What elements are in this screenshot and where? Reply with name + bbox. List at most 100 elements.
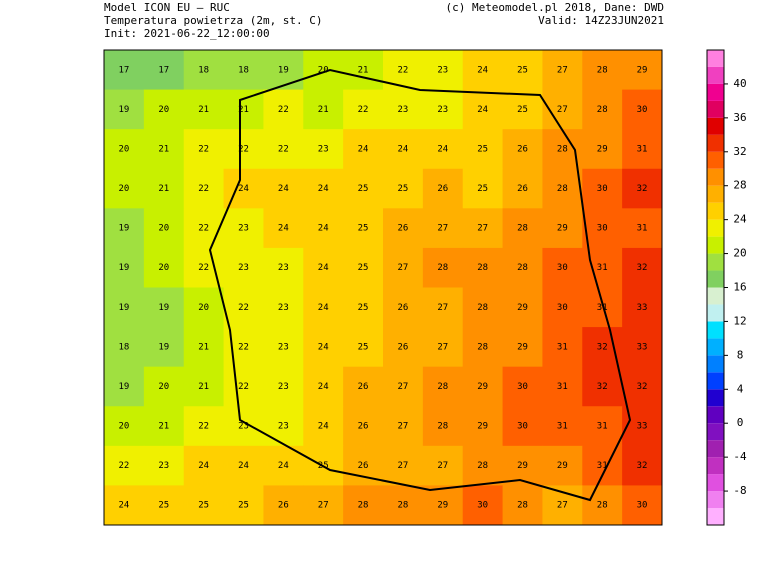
temperature-value: 24 <box>318 303 329 313</box>
temperature-cell <box>143 287 185 328</box>
temperature-cell <box>462 129 504 170</box>
temperature-cell <box>263 129 304 170</box>
temperature-cell <box>502 247 543 288</box>
temperature-cell <box>462 208 504 249</box>
temperature-cell <box>622 445 663 486</box>
colorbar-swatch <box>707 491 724 509</box>
temperature-value: 28 <box>437 422 448 432</box>
temperature-cell <box>263 247 304 288</box>
colorbar-swatch <box>707 457 724 475</box>
temperature-cell <box>582 208 623 249</box>
colorbar-swatch <box>707 406 724 424</box>
temperature-value: 24 <box>318 263 329 273</box>
temperature-cell <box>542 287 583 328</box>
temperature-value: 32 <box>637 263 648 273</box>
temperature-value: 24 <box>318 342 329 352</box>
temperature-cell <box>622 208 663 249</box>
temperature-value: 23 <box>278 382 289 392</box>
colorbar-swatch <box>707 338 724 356</box>
temperature-value: 25 <box>358 224 369 234</box>
temperature-value: 21 <box>158 184 169 194</box>
temperature-cell <box>143 50 185 91</box>
temperature-cell <box>223 366 264 407</box>
temperature-value: 24 <box>318 422 329 432</box>
temperature-value: 25 <box>477 184 488 194</box>
temperature-cell <box>143 208 185 249</box>
colorbar-swatch <box>707 508 724 525</box>
temperature-value: 32 <box>597 382 608 392</box>
temperature-value: 22 <box>398 65 409 75</box>
colorbar-swatch <box>707 66 724 84</box>
temperature-cell <box>303 247 344 288</box>
temperature-cell <box>502 406 543 447</box>
temperature-cell <box>343 89 384 130</box>
colorbar-swatch <box>707 474 724 492</box>
temperature-cell <box>223 445 264 486</box>
colorbar-tick-label: 0 <box>737 416 744 429</box>
colorbar-tick-label: 28 <box>733 179 746 192</box>
temperature-value: 27 <box>557 501 568 511</box>
temperature-cell <box>462 89 504 130</box>
temperature-cell <box>303 208 344 249</box>
temperature-value: 28 <box>517 501 528 511</box>
temperature-cell <box>143 129 185 170</box>
temperature-cell <box>462 406 504 447</box>
temperature-value: 19 <box>278 65 289 75</box>
temperature-cell <box>462 366 504 407</box>
temperature-cell <box>303 406 344 447</box>
temperature-value: 24 <box>318 184 329 194</box>
temperature-value: 32 <box>597 342 608 352</box>
temperature-value: 30 <box>597 224 608 234</box>
temperature-cell <box>622 168 663 209</box>
temperature-value: 29 <box>477 422 488 432</box>
colorbar-swatch <box>707 50 724 67</box>
temperature-cell <box>542 327 583 368</box>
temperature-cell <box>343 287 384 328</box>
temperature-value: 29 <box>437 501 448 511</box>
temperature-value: 27 <box>318 501 329 511</box>
temperature-value: 23 <box>238 263 249 273</box>
temperature-cell <box>422 287 464 328</box>
temperature-cell <box>542 208 583 249</box>
temperature-cell <box>143 485 185 526</box>
temperature-cell <box>263 287 304 328</box>
temperature-cell <box>582 287 623 328</box>
temperature-value: 27 <box>398 382 409 392</box>
colorbar-tick-label: 24 <box>733 213 747 226</box>
temperature-cell <box>542 366 583 407</box>
temperature-cell <box>104 287 145 328</box>
temperature-cell <box>343 129 384 170</box>
temperature-value: 23 <box>437 65 448 75</box>
temperature-cell <box>542 445 583 486</box>
temperature-cell <box>462 445 504 486</box>
temperature-value: 31 <box>597 461 608 471</box>
valid-label: Valid: 14Z23JUN2021 <box>538 14 664 27</box>
temperature-cell <box>263 208 304 249</box>
temperature-cell <box>104 50 145 91</box>
temperature-cell <box>343 327 384 368</box>
temperature-value: 32 <box>637 461 648 471</box>
temperature-value: 22 <box>238 342 249 352</box>
temperature-value: 31 <box>637 144 648 154</box>
temperature-value: 25 <box>358 342 369 352</box>
temperature-value: 26 <box>398 224 409 234</box>
temperature-cell <box>104 247 145 288</box>
colorbar-swatch <box>707 440 724 458</box>
temperature-cell <box>104 89 145 130</box>
temperature-value: 17 <box>119 65 130 75</box>
colorbar-swatch <box>707 219 724 237</box>
temperature-cell <box>422 445 464 486</box>
temperature-value: 28 <box>437 382 448 392</box>
temperature-cell <box>422 247 464 288</box>
temperature-value: 30 <box>597 184 608 194</box>
temperature-value: 31 <box>637 224 648 234</box>
temperature-value: 22 <box>358 105 369 115</box>
temperature-cell <box>383 208 424 249</box>
temperature-cell <box>502 208 543 249</box>
temperature-value: 26 <box>398 342 409 352</box>
temperature-cell <box>343 50 384 91</box>
temperature-cell <box>263 406 304 447</box>
temperature-value: 20 <box>158 105 169 115</box>
colorbar-swatch <box>707 355 724 373</box>
